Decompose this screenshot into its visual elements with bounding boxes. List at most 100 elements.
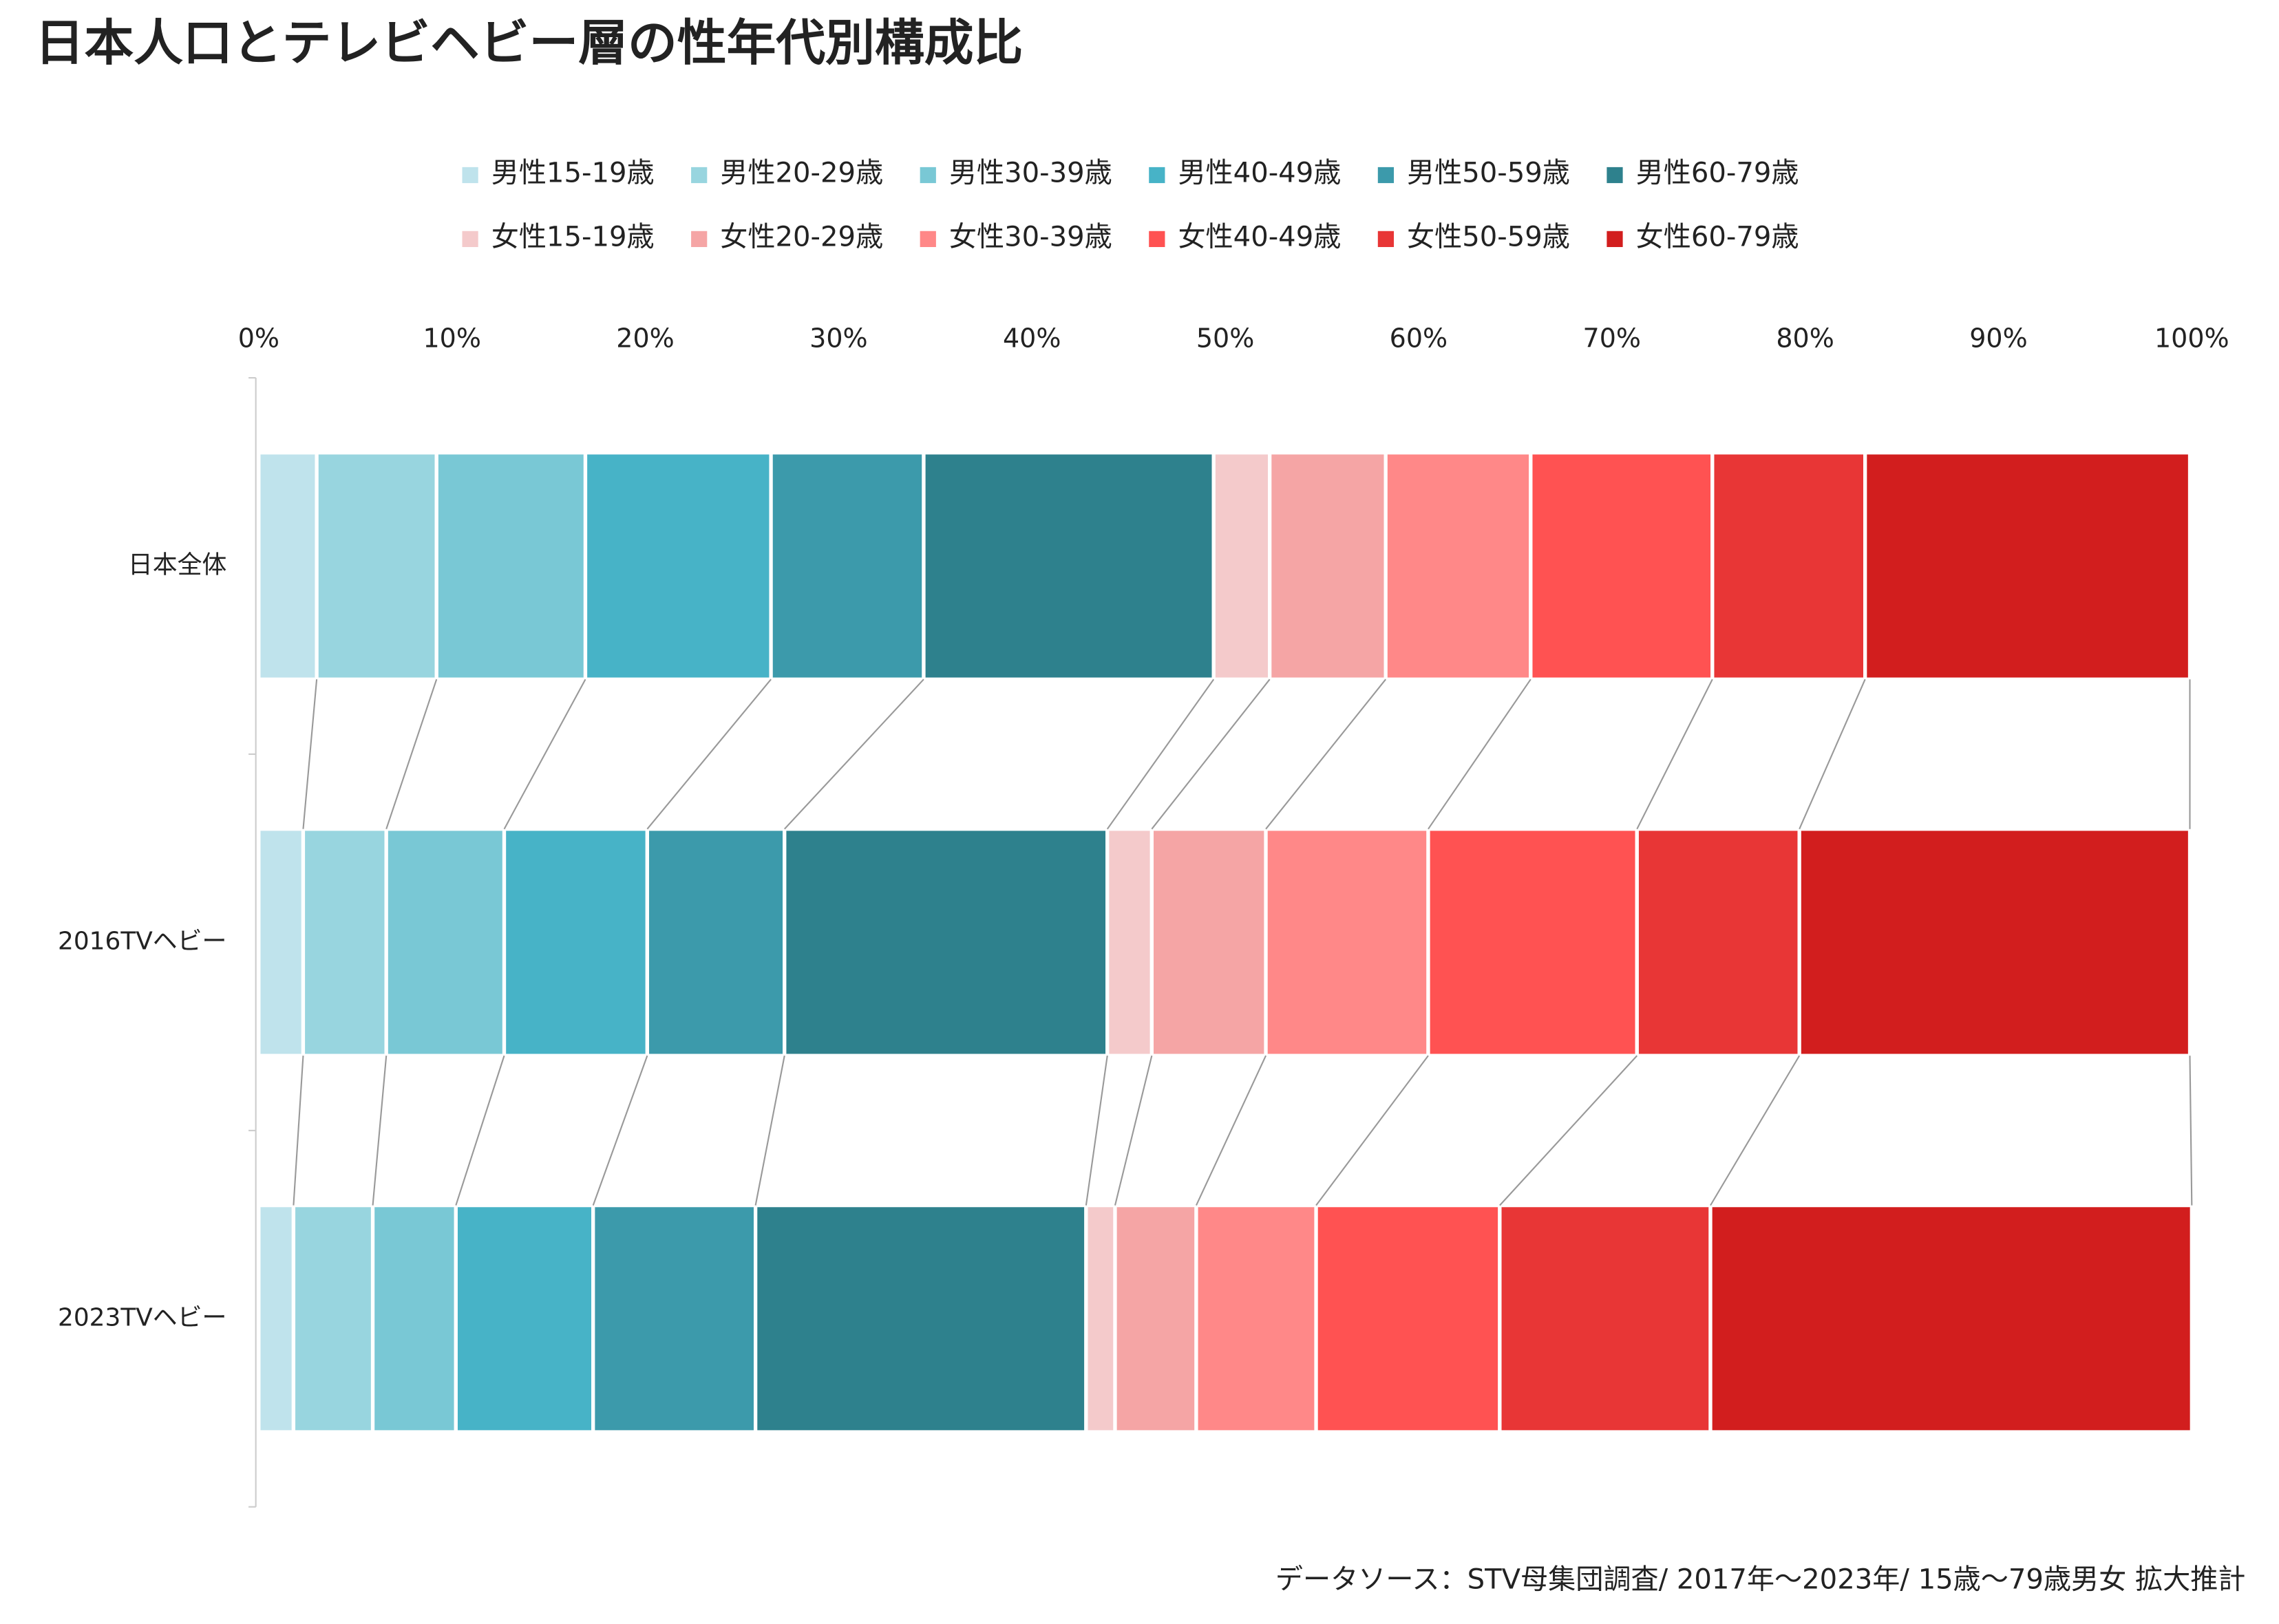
bar-segment — [591, 1203, 758, 1434]
connector-line — [1196, 1055, 1267, 1206]
bar-segment — [1211, 451, 1272, 681]
connector-line — [1151, 679, 1271, 830]
connector-line — [1636, 679, 1713, 830]
connector-line — [302, 679, 318, 829]
x-tick-label: 20% — [616, 323, 674, 354]
bar-segment — [1264, 827, 1430, 1058]
legend-label: 男性30-39歳 — [949, 157, 1112, 189]
bar-segment — [257, 827, 306, 1058]
bar-segment — [291, 1203, 375, 1434]
bar-segment — [454, 1203, 595, 1434]
x-tick-label: 90% — [1969, 323, 2027, 354]
bar-segment — [384, 827, 507, 1058]
bar-segment — [1113, 1203, 1198, 1434]
bar-segment — [1529, 451, 1715, 681]
y-tick-label: 2016TVヘビー — [58, 927, 226, 955]
legend-swatch — [1607, 231, 1623, 248]
bar-segment — [1863, 451, 2192, 681]
source-note: データソース：STV母集団調査/ 2017年～2023年/ 15歳～79歳男女 … — [1275, 1563, 2246, 1595]
bar-segment — [1708, 1203, 2194, 1434]
bar-segment — [645, 827, 787, 1058]
x-tick-label: 0% — [238, 323, 279, 354]
bar-segment — [1498, 1203, 1713, 1434]
bar-segment — [783, 827, 1110, 1058]
legend-label: 男性20-29歳 — [720, 157, 883, 189]
connector-line — [1315, 1055, 1429, 1206]
x-tick-label: 100% — [2154, 323, 2229, 354]
x-tick-label: 60% — [1390, 323, 1448, 354]
connector-line — [1499, 1055, 1638, 1206]
bar-segment — [370, 1203, 458, 1434]
x-tick-label: 10% — [423, 323, 480, 354]
legend-label: 女性50-59歳 — [1407, 221, 1570, 253]
legend-label: 女性20-29歳 — [720, 221, 883, 253]
bar-segment — [257, 1203, 296, 1434]
legend-swatch — [1377, 167, 1395, 184]
bar-segment — [257, 451, 319, 681]
connector-line — [372, 1056, 388, 1206]
bar-segment — [1194, 1203, 1318, 1434]
legend-swatch — [1607, 167, 1623, 184]
legend-label: 男性50-59歳 — [1407, 157, 1570, 189]
bar-segment — [1635, 827, 1801, 1058]
connector-line — [455, 1055, 505, 1206]
bar-segment — [1710, 451, 1867, 681]
x-tick-label: 40% — [1003, 323, 1061, 354]
connector-line — [1085, 1055, 1108, 1206]
legend-label: 男性60-79歳 — [1636, 157, 1799, 189]
bar-segment — [1149, 827, 1268, 1058]
connector-line — [385, 679, 438, 830]
bar-segment — [502, 827, 650, 1058]
legend-swatch — [691, 167, 708, 184]
connector-line — [1799, 679, 1866, 830]
legend-swatch — [1149, 231, 1165, 248]
bar-segment — [1084, 1203, 1117, 1434]
bar-segment — [583, 451, 773, 681]
chart-title: 日本人口とテレビヘビー層の性年代別構成比 — [35, 14, 1024, 72]
connector-line — [1106, 679, 1215, 830]
bar-segment — [1314, 1203, 1502, 1434]
bar-segment — [1426, 827, 1639, 1058]
bar-segment — [1797, 827, 2192, 1058]
bar-segment — [1268, 451, 1388, 681]
connector-line — [1428, 679, 1531, 830]
connector-line — [503, 679, 586, 830]
connector-line — [2189, 1056, 2193, 1206]
bar-segment — [301, 827, 388, 1058]
connector-line — [783, 679, 924, 830]
legend-label: 女性40-49歳 — [1178, 221, 1341, 253]
connector-line — [646, 679, 772, 830]
bar-segment — [1384, 451, 1533, 681]
connector-line — [1265, 679, 1387, 830]
legend-swatch — [462, 231, 478, 248]
bar-segment — [434, 451, 588, 681]
connector-line — [592, 1055, 648, 1206]
bar-segment — [315, 451, 438, 681]
legend-swatch — [1377, 231, 1395, 248]
connector-line — [1114, 1055, 1153, 1206]
x-tick-label: 30% — [809, 323, 867, 354]
legend-swatch — [1149, 167, 1165, 184]
bar-segment — [753, 1203, 1088, 1434]
legend-swatch — [920, 231, 936, 248]
bar-segment — [769, 451, 926, 681]
legend-swatch — [462, 167, 478, 184]
bar-segment — [922, 451, 1216, 681]
x-tick-label: 70% — [1583, 323, 1641, 354]
legend-swatch — [920, 167, 936, 184]
legend-label: 女性15-19歳 — [491, 221, 655, 253]
y-tick-label: 2023TVヘビー — [58, 1303, 226, 1332]
legend-label: 女性60-79歳 — [1636, 221, 1799, 253]
legend-label: 男性15-19歳 — [491, 157, 655, 189]
legend-swatch — [691, 231, 708, 248]
connector-line — [1710, 1055, 1801, 1206]
legend-label: 男性40-49歳 — [1178, 157, 1341, 189]
y-tick-label: 日本全体 — [128, 551, 227, 579]
connector-line — [293, 1056, 304, 1206]
connector-line — [754, 1055, 785, 1206]
x-tick-label: 50% — [1196, 323, 1254, 354]
bar-segment — [1105, 827, 1154, 1058]
legend-label: 女性30-39歳 — [949, 221, 1112, 253]
